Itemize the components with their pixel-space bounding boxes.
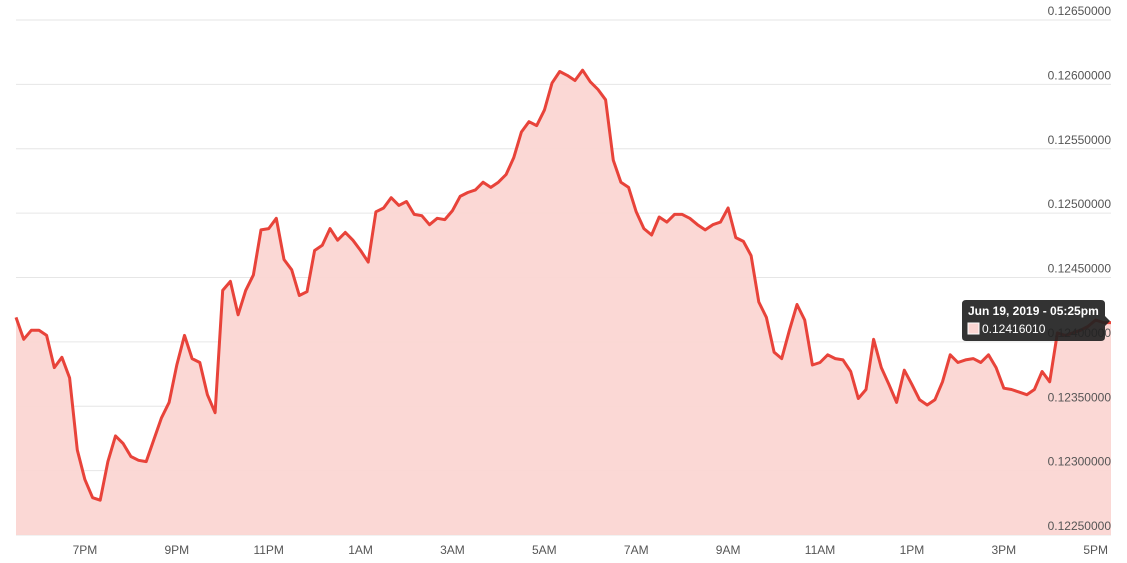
y-tick-label: 0.12450000 [1048,262,1112,276]
y-tick-label: 0.12500000 [1048,197,1112,211]
x-tick-label: 5PM [1083,543,1108,557]
tooltip-box [962,300,1110,341]
x-tick-label: 9PM [164,543,189,557]
x-tick-label: 1AM [348,543,373,557]
x-tick-label: 9AM [716,543,741,557]
x-tick-label: 5AM [532,543,557,557]
x-tick-label: 7PM [73,543,98,557]
tooltip-title: Jun 19, 2019 - 05:25pm [968,304,1099,318]
x-tick-label: 3AM [440,543,465,557]
y-tick-label: 0.12550000 [1048,133,1112,147]
x-tick-label: 11AM [805,543,835,557]
y-tick-label: 0.12300000 [1048,455,1112,469]
line [14,68,1111,502]
y-tick-label: 0.12600000 [1048,68,1112,82]
y-tick-label: 0.12250000 [1048,519,1112,533]
x-tick-label: 11PM [253,543,283,557]
area [16,70,1111,535]
x-tick-label: 3PM [991,543,1016,557]
tooltip-value: 0.12416010 [982,322,1046,336]
tooltip: Jun 19, 2019 - 05:25pm 0.12416010 [962,300,1110,341]
x-tick-label: 1PM [900,543,925,557]
y-tick-label: 0.12650000 [1048,4,1112,18]
x-tick-label: 7AM [624,543,649,557]
y-tick-label: 0.12350000 [1048,390,1112,404]
tooltip-swatch [967,322,980,335]
